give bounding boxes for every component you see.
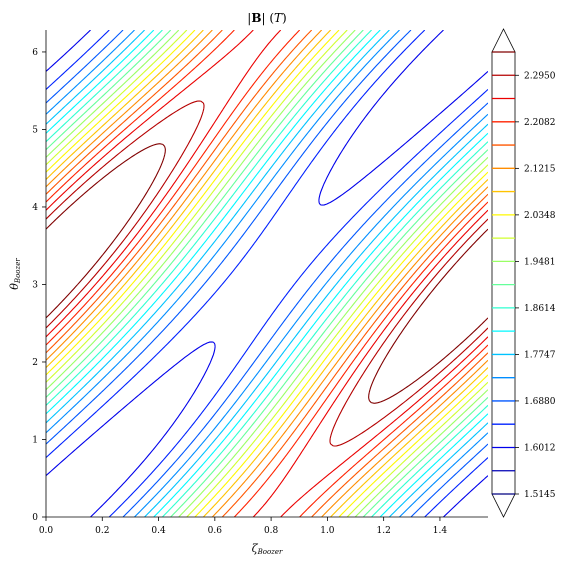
contour-level-4 (46, 30, 488, 517)
colorbar-extend-top (491, 28, 516, 53)
y-tick-label: 5 (32, 125, 38, 135)
colorbar-frame (491, 51, 516, 495)
contour-level-7 (46, 30, 488, 517)
plot-area: 0.0 0.2 0.4 0.6 0.8 1.0 1.2 1.4 0 1 2 3 4 5 6 (32, 30, 488, 536)
contour-level-8 (46, 30, 488, 517)
colorbar-tick-label: 1.8614 (524, 304, 556, 314)
x-axis-title: ζBoozer (252, 542, 283, 556)
x-tick-label: 1.2 (376, 526, 390, 536)
colorbar-tick-label: 1.9481 (524, 257, 556, 267)
contour-level-6 (46, 30, 488, 517)
colorbar-tick-label: 2.2950 (524, 71, 556, 81)
y-axis-title: θBoozer (8, 258, 22, 290)
x-tick-label: 0.4 (151, 526, 166, 536)
contour-level-11 (46, 30, 488, 517)
x-ticks: 0.0 0.2 0.4 0.6 0.8 1.0 1.2 1.4 (39, 517, 448, 536)
contour-level-15 (46, 30, 488, 517)
x-tick-label: 1.0 (320, 526, 335, 536)
x-tick-label: 0.8 (264, 526, 279, 536)
y-tick-label: 6 (32, 48, 38, 58)
contour-level-12 (46, 30, 488, 517)
contour-level-3 (46, 30, 488, 517)
x-tick-label: 1.4 (433, 526, 448, 536)
colorbar-tick-label: 1.6880 (524, 397, 556, 407)
contour-level-18 (46, 30, 488, 517)
y-ticks: 0 1 2 3 4 5 6 (32, 48, 46, 523)
contour-level-10 (46, 30, 488, 517)
colorbar-tick-label: 2.0348 (524, 211, 556, 221)
colorbar-tick-label: 1.7747 (524, 350, 556, 360)
y-tick-label: 3 (32, 280, 38, 290)
colorbar-tick-label: 2.1215 (524, 164, 556, 174)
colorbar-extend-bottom (491, 493, 516, 518)
y-tick-label: 4 (32, 203, 38, 213)
y-tick-label: 2 (32, 358, 38, 368)
colorbar-tick-label: 2.2082 (524, 118, 556, 128)
colorbar: 1.5145 1.6012 1.6880 1.7747 1.8614 1.9481 2.03… (491, 28, 556, 518)
contour-level-17 (46, 30, 488, 517)
contour-level-19 (46, 100, 488, 447)
contour-lines (46, 30, 488, 517)
x-tick-label: 0.2 (95, 526, 109, 536)
x-tick-label: 0.0 (39, 526, 54, 536)
y-tick-label: 1 (32, 435, 38, 445)
contour-level-13 (46, 30, 488, 517)
contour-level-5 (46, 30, 488, 517)
colorbar-tick-label: 1.6012 (524, 443, 556, 453)
x-tick-label: 0.6 (208, 526, 223, 536)
colorbar-tick-label: 1.5145 (524, 490, 556, 500)
contour-level-20 (46, 143, 488, 404)
chart-title: |B| (T) (247, 11, 286, 25)
y-tick-label: 0 (32, 513, 38, 523)
